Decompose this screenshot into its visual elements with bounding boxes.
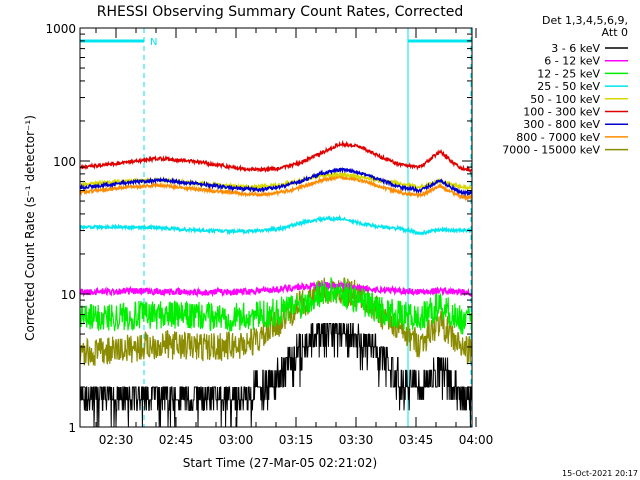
x-tick-label: 04:00: [459, 433, 494, 447]
series-line-5: [79, 139, 473, 174]
legend-label: 50 - 100 keV: [530, 93, 600, 106]
y-tick-label: 10: [61, 288, 76, 302]
legend-label: 3 - 6 keV: [551, 42, 600, 55]
series-line-1: [79, 280, 473, 298]
x-axis-title: Start Time (27-Mar-05 02:21:02): [183, 456, 377, 470]
legend-label: 7000 - 15000 keV: [502, 144, 600, 157]
x-tick-label: 02:45: [159, 433, 194, 447]
y-tick-label: 1: [68, 421, 76, 435]
footer-date: 15-Oct-2021 20:17: [562, 469, 638, 478]
x-tick-label: 03:15: [279, 433, 314, 447]
attenuator-marker: N: [150, 37, 157, 48]
x-tick-label: 03:45: [399, 433, 434, 447]
chart-title: RHESSI Observing Summary Count Rates, Co…: [97, 4, 463, 20]
x-tick-label: 02:30: [99, 433, 134, 447]
legend-label: 6 - 12 keV: [544, 55, 600, 68]
series-line-7: [79, 173, 473, 202]
series-line-2: [79, 277, 473, 335]
series-line-0: [79, 323, 473, 428]
series-line-6: [79, 167, 472, 197]
y-tick-label: 100: [53, 155, 76, 169]
x-tick-label: 03:00: [219, 433, 254, 447]
legend-label: 100 - 300 keV: [523, 106, 600, 119]
y-axis-title: Corrected Count Rate (s⁻¹ detector⁻¹): [23, 115, 37, 341]
series-line-3: [79, 214, 473, 236]
series-lines: [79, 139, 473, 428]
legend-header-line-2: Att 0: [602, 26, 628, 39]
y-tick-label: 1000: [45, 22, 76, 36]
legend-label: 12 - 25 keV: [537, 67, 600, 80]
axes: 1 10 100 1000 02:30 02:45 03:00 03:15 03:30 03:45…: [45, 22, 493, 447]
legend-label: 300 - 800 keV: [523, 118, 600, 131]
legend-label: 800 - 7000 keV: [516, 131, 600, 144]
legend-header-line-1: Det 1,3,4,5,6,9,: [542, 14, 628, 27]
legend-label: 25 - 50 keV: [537, 80, 600, 93]
x-tick-label: 03:30: [339, 433, 374, 447]
